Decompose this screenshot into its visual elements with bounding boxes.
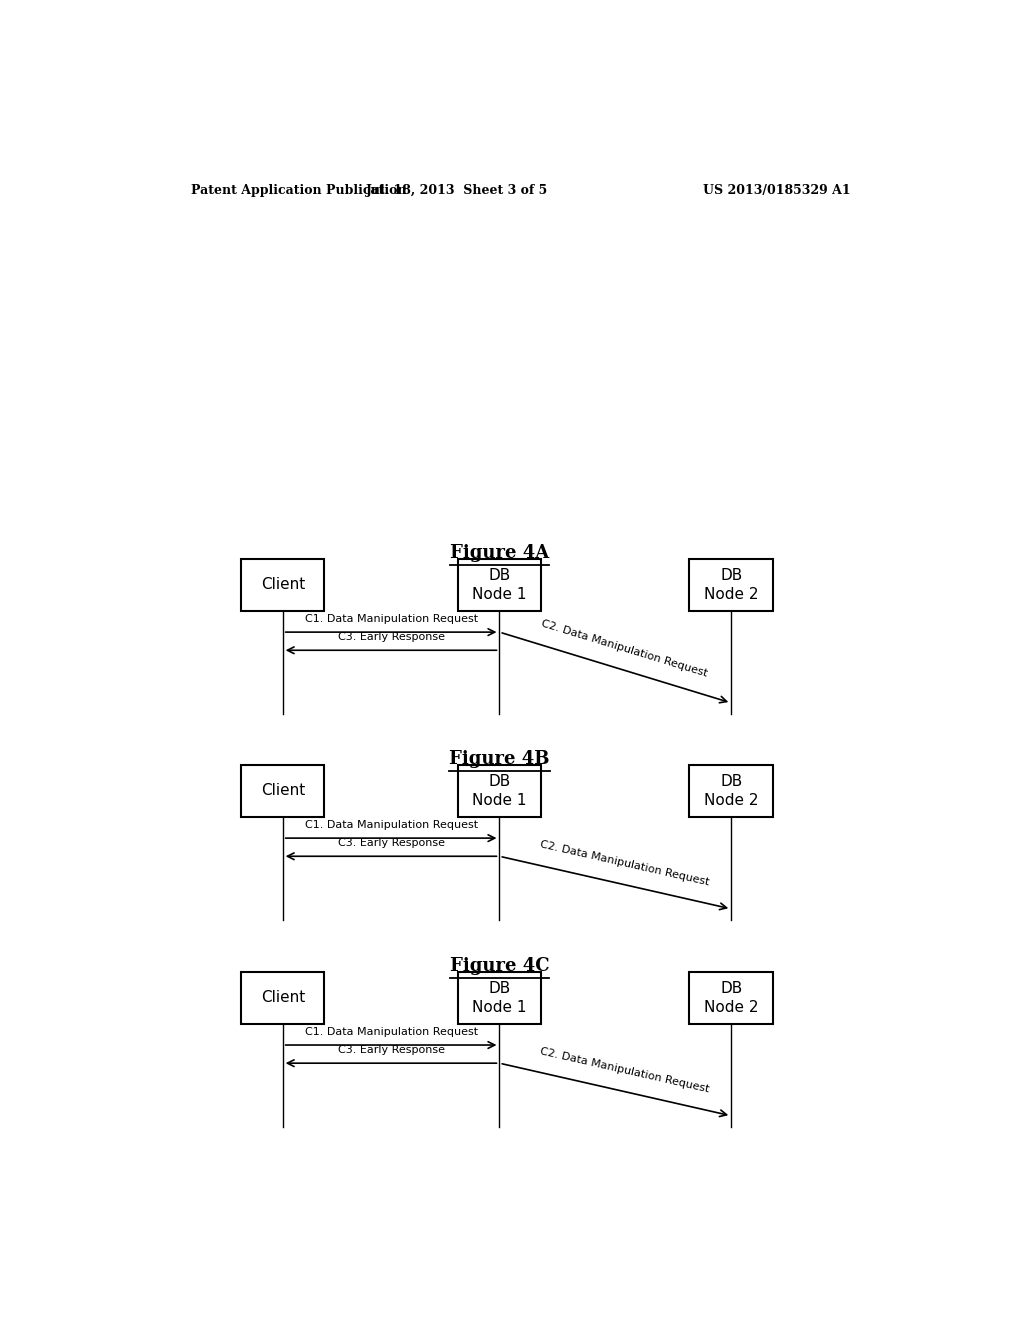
Bar — [458, 972, 541, 1024]
Text: DB
Node 2: DB Node 2 — [703, 981, 759, 1015]
Text: C2. Data Manipulation Request: C2. Data Manipulation Request — [541, 618, 709, 678]
Text: DB
Node 2: DB Node 2 — [703, 568, 759, 602]
Text: DB
Node 1: DB Node 1 — [472, 981, 526, 1015]
Text: C3. Early Response: C3. Early Response — [338, 838, 444, 849]
Text: DB
Node 1: DB Node 1 — [472, 568, 526, 602]
Text: Jul. 18, 2013  Sheet 3 of 5: Jul. 18, 2013 Sheet 3 of 5 — [367, 183, 549, 197]
Bar — [689, 972, 773, 1024]
Text: US 2013/0185329 A1: US 2013/0185329 A1 — [703, 183, 851, 197]
Bar — [689, 558, 773, 611]
Text: Figure 4A: Figure 4A — [450, 544, 549, 562]
Text: Figure 4B: Figure 4B — [450, 750, 550, 768]
Text: C1. Data Manipulation Request: C1. Data Manipulation Request — [304, 820, 477, 830]
Text: Figure 4C: Figure 4C — [450, 957, 549, 975]
Text: C3. Early Response: C3. Early Response — [338, 1045, 444, 1055]
Text: C3. Early Response: C3. Early Response — [338, 632, 444, 642]
Text: C2. Data Manipulation Request: C2. Data Manipulation Request — [539, 1045, 710, 1094]
Bar — [241, 972, 325, 1024]
Bar — [241, 558, 325, 611]
Text: Client: Client — [261, 784, 305, 799]
Bar — [458, 558, 541, 611]
Bar — [241, 764, 325, 817]
Bar — [689, 764, 773, 817]
Text: C1. Data Manipulation Request: C1. Data Manipulation Request — [304, 1027, 477, 1038]
Text: Client: Client — [261, 577, 305, 593]
Text: C1. Data Manipulation Request: C1. Data Manipulation Request — [304, 614, 477, 624]
Text: DB
Node 1: DB Node 1 — [472, 774, 526, 808]
Text: C2. Data Manipulation Request: C2. Data Manipulation Request — [539, 840, 710, 887]
Bar — [458, 764, 541, 817]
Text: Patent Application Publication: Patent Application Publication — [191, 183, 407, 197]
Text: DB
Node 2: DB Node 2 — [703, 774, 759, 808]
Text: Client: Client — [261, 990, 305, 1006]
